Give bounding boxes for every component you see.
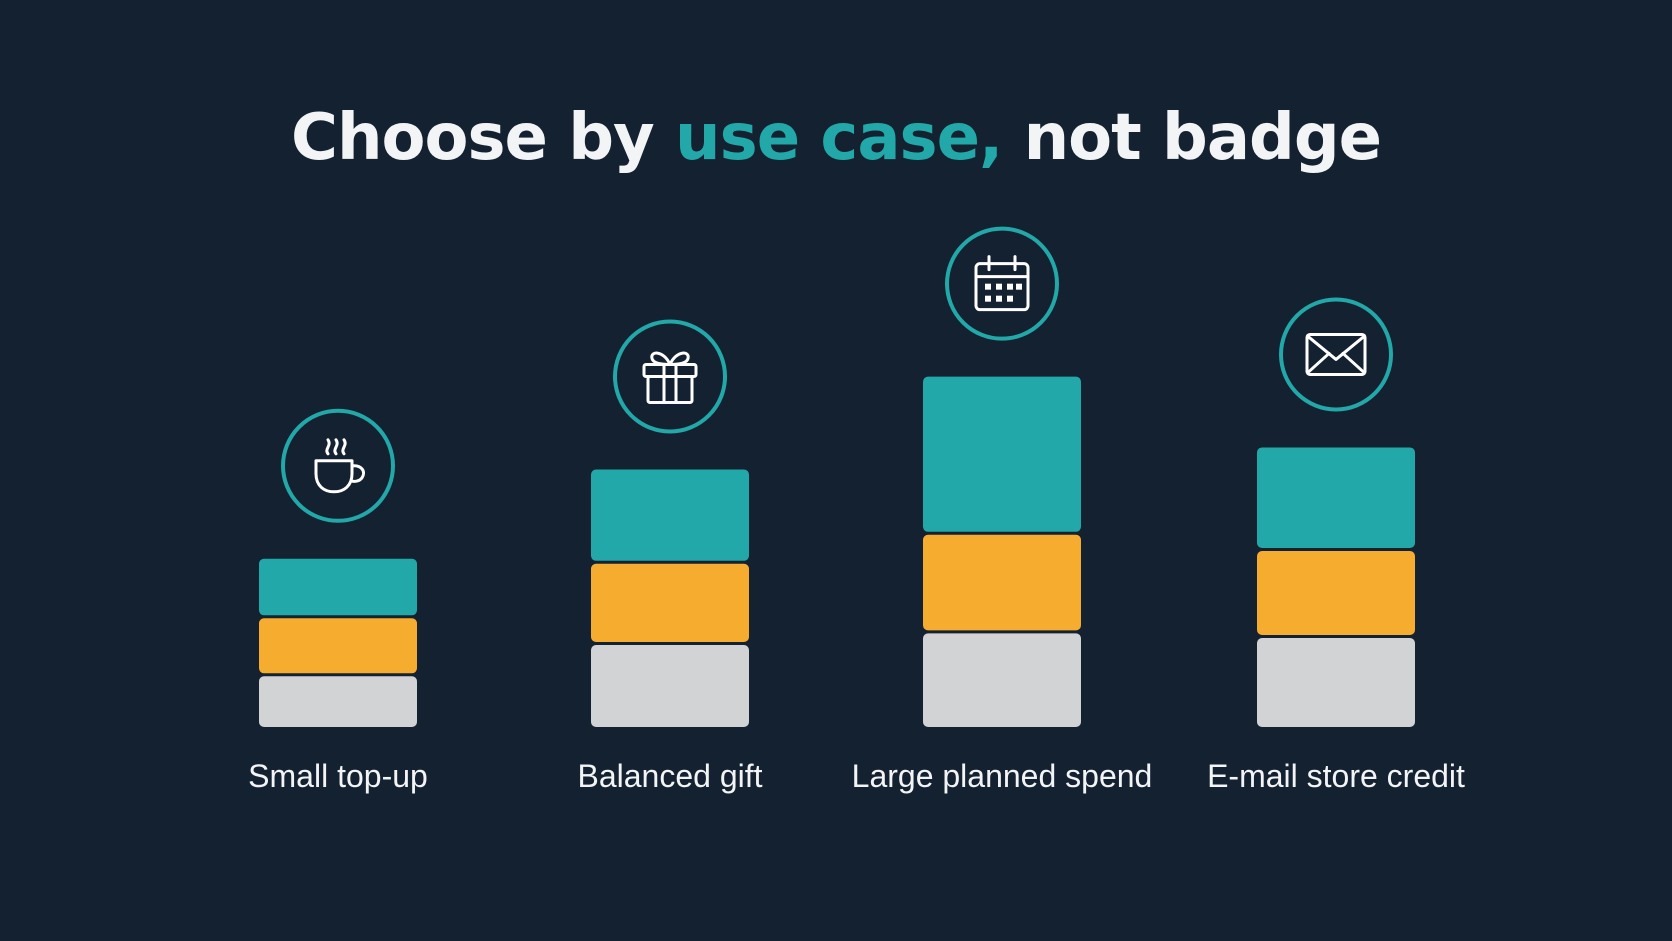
category-label: Small top-up [248,758,428,794]
coffee-cup-icon [281,408,395,523]
icon-ring [613,319,727,434]
title-text-end: not badge [1002,101,1382,175]
title-accent-text: use case, [675,101,1003,175]
calendar-icon [945,226,1059,341]
category-label: E-mail store credit [1207,758,1465,794]
icon-ring [945,226,1059,341]
page-title: Choose by use case, not badge [0,98,1672,178]
envelope-icon [1279,297,1393,412]
icon-ring [1279,297,1393,412]
labels-layer: Small top-up Balanced gift Large planned s… [248,758,1465,794]
icons-layer [281,226,1393,523]
bar-segment-3-4 [1257,447,1415,549]
bar-segment-3-2 [591,469,749,561]
bar-segment-1-1 [259,676,417,727]
bar-segment-1-2 [591,644,749,727]
bar-segment-2-3 [923,534,1081,631]
gift-icon [613,319,727,434]
bar-segment-1-3 [923,633,1081,727]
bar-segment-1-4 [1257,638,1415,727]
bar-segment-2-2 [591,563,749,642]
bars-layer [259,376,1415,727]
category-label: Balanced gift [577,758,762,794]
bar-segment-2-4 [1257,551,1415,636]
icon-ring [281,408,395,523]
bar-segment-2-1 [259,618,417,674]
category-label: Large planned spend [852,758,1153,794]
bar-segment-3-1 [259,558,417,616]
title-text: Choose by [290,101,676,175]
bar-segment-3-3 [923,376,1081,532]
